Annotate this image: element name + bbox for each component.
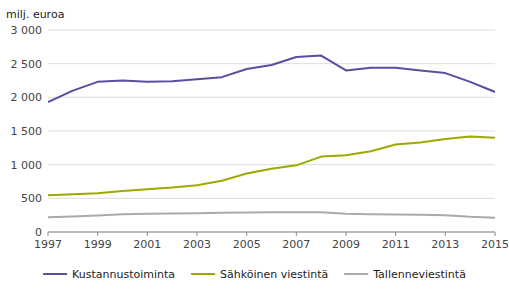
x-tick-label: 2007: [282, 238, 310, 251]
legend-label: Kustannustoiminta: [72, 268, 175, 281]
x-axis-line: [48, 232, 495, 233]
x-tick-label: 1999: [84, 238, 112, 251]
axes: 05001 0001 5002 0002 5003 00019971999200…: [11, 24, 509, 251]
x-tick-label: 2013: [431, 238, 459, 251]
line: [48, 136, 495, 195]
y-tick-label: 500: [21, 192, 42, 205]
x-tick-label: 2015: [481, 238, 509, 251]
y-axis-label: milj. euroa: [6, 8, 64, 21]
legend-swatch: [344, 273, 368, 275]
grid-line: [48, 164, 495, 165]
x-tick-label: 1997: [34, 238, 62, 251]
chart: 05001 0001 5002 0002 5003 00019971999200…: [0, 0, 509, 294]
line: [48, 212, 495, 218]
x-tick: [48, 232, 49, 236]
grid-line: [48, 97, 495, 98]
grid-line: [48, 232, 495, 233]
legend-swatch: [43, 273, 67, 275]
series-lines: [48, 56, 495, 218]
x-tick-label: 2011: [382, 238, 410, 251]
grid-line: [48, 30, 495, 31]
legend-item: Kustannustoiminta: [43, 268, 175, 281]
y-tick-label: 3 000: [11, 24, 43, 37]
x-tick: [147, 232, 148, 236]
x-tick-label: 2003: [183, 238, 211, 251]
legend-swatch: [191, 273, 215, 275]
x-tick: [395, 232, 396, 236]
y-tick-label: 1 000: [11, 159, 43, 172]
grid-line: [48, 198, 495, 199]
x-tick: [346, 232, 347, 236]
y-tick-label: 2 500: [11, 58, 43, 71]
legend: Kustannustoiminta Sähköinen viestintä Tall…: [43, 268, 466, 281]
line: [48, 56, 495, 102]
x-tick-label: 2005: [233, 238, 261, 251]
x-tick: [495, 232, 496, 236]
y-tick-label: 2 000: [11, 91, 43, 104]
x-tick: [445, 232, 446, 236]
legend-item: Tallenneviestintä: [344, 268, 466, 281]
grid-line: [48, 131, 495, 132]
legend-item: Sähköinen viestintä: [191, 268, 328, 281]
x-tick: [197, 232, 198, 236]
x-tick-label: 2001: [133, 238, 161, 251]
x-tick-label: 2009: [332, 238, 360, 251]
legend-label: Sähköinen viestintä: [220, 268, 328, 281]
x-tick: [97, 232, 98, 236]
x-tick: [246, 232, 247, 236]
x-tick: [296, 232, 297, 236]
y-tick-label: 1 500: [11, 125, 43, 138]
legend-label: Tallenneviestintä: [372, 268, 466, 281]
